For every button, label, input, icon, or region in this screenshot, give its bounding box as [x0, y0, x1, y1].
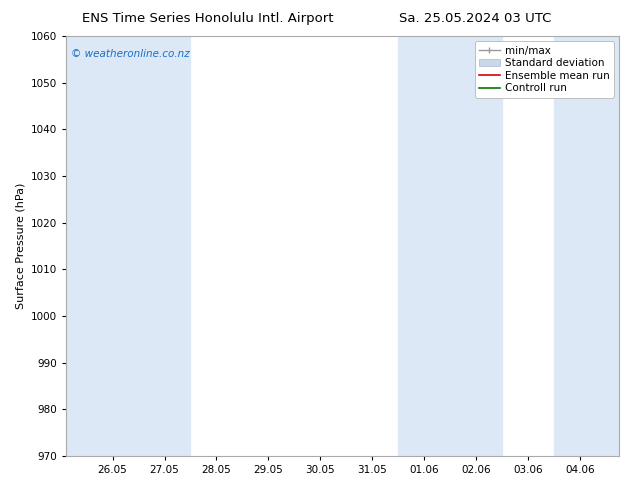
Y-axis label: Surface Pressure (hPa): Surface Pressure (hPa)	[15, 183, 25, 309]
Text: ENS Time Series Honolulu Intl. Airport: ENS Time Series Honolulu Intl. Airport	[82, 12, 334, 25]
Text: © weatheronline.co.nz: © weatheronline.co.nz	[72, 49, 190, 59]
Text: Sa. 25.05.2024 03 UTC: Sa. 25.05.2024 03 UTC	[399, 12, 552, 25]
Bar	[66, 36, 190, 456]
Bar	[398, 36, 502, 456]
Bar	[554, 36, 619, 456]
Legend: min/max, Standard deviation, Ensemble mean run, Controll run: min/max, Standard deviation, Ensemble me…	[475, 41, 614, 98]
